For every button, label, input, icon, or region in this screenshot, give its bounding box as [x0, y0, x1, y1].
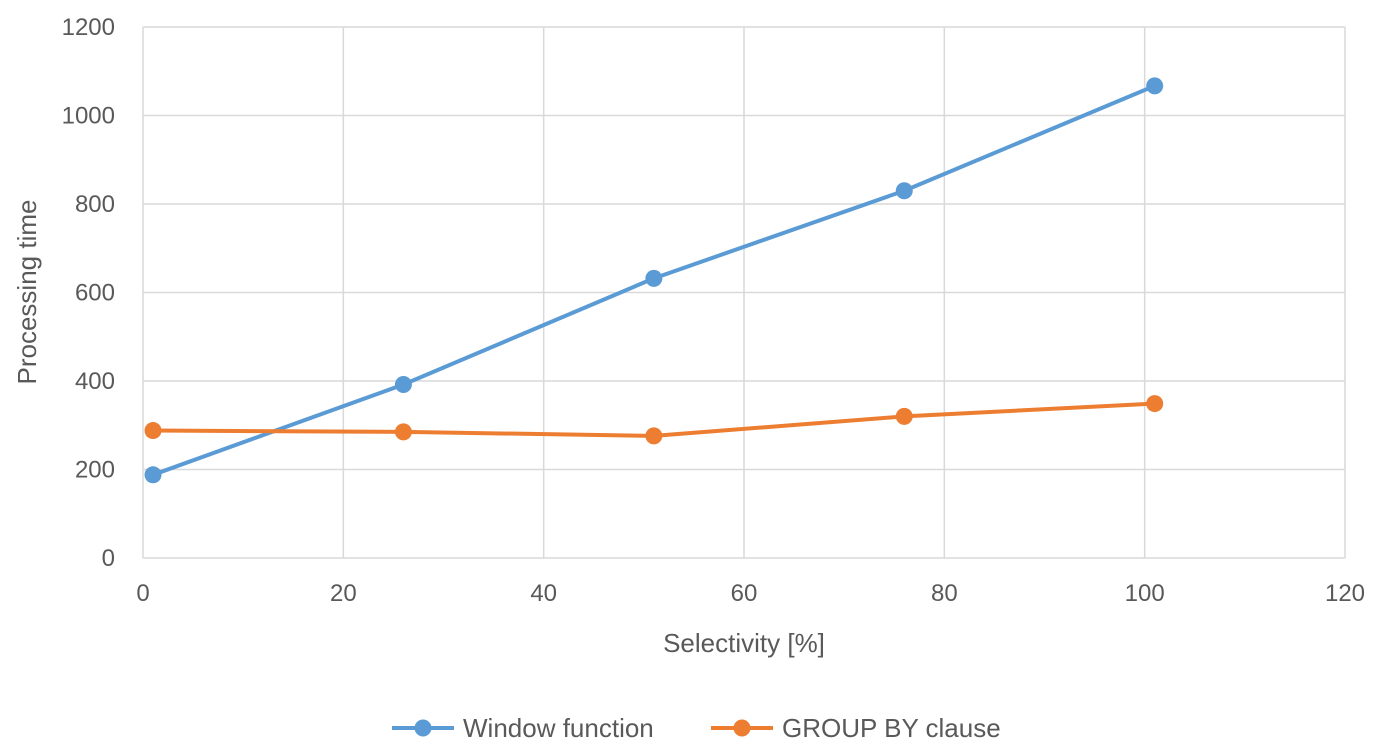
series-2 [144, 395, 1164, 445]
x-tick-label: 0 [136, 580, 149, 607]
data-point [394, 423, 412, 441]
data-point [144, 466, 162, 484]
x-axis-title: Selectivity [%] [663, 628, 825, 658]
data-point [895, 182, 913, 200]
series-1 [144, 77, 1164, 484]
y-tick-label: 600 [75, 280, 115, 307]
y-axis-title: Processing time [12, 200, 42, 385]
y-tick-label: 200 [75, 457, 115, 484]
data-point [645, 427, 663, 445]
x-tick-label: 20 [330, 580, 357, 607]
y-tick-label: 400 [75, 368, 115, 395]
x-tick-label: 80 [931, 580, 958, 607]
data-point [144, 422, 162, 440]
x-tick-label: 100 [1125, 580, 1165, 607]
legend-item: GROUP BY clause [711, 713, 1001, 743]
gridlines [142, 26, 1346, 559]
x-tick-label: 40 [530, 580, 557, 607]
y-tick-label: 1200 [62, 14, 115, 41]
data-point [1146, 77, 1164, 95]
legend-marker [733, 719, 751, 737]
legend: Window function GROUP BY clause [392, 713, 1001, 743]
y-tick-label: 0 [102, 545, 115, 572]
data-point [645, 269, 663, 287]
legend-marker [414, 719, 432, 737]
legend-item: Window function [392, 713, 654, 743]
x-tick-label: 60 [731, 580, 758, 607]
y-tick-label: 800 [75, 191, 115, 218]
series [144, 77, 1164, 484]
tick-labels: 0 200 400 600 800 1000 1200 0 20 40 60 80 100 120 [62, 14, 1365, 607]
data-point [394, 376, 412, 394]
data-point [895, 407, 913, 425]
data-point [1146, 395, 1164, 413]
legend-label: GROUP BY clause [782, 713, 1001, 743]
x-tick-label: 120 [1325, 580, 1365, 607]
y-tick-label: 1000 [62, 103, 115, 130]
legend-label: Window function [463, 713, 654, 743]
